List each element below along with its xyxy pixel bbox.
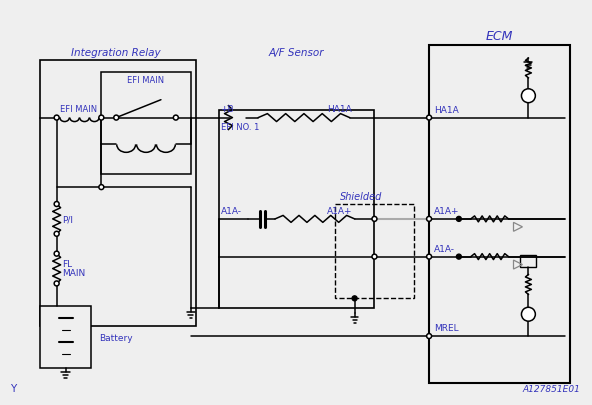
Text: Shielded: Shielded xyxy=(340,192,382,202)
Text: A1A-: A1A- xyxy=(220,207,242,215)
Circle shape xyxy=(372,254,377,260)
Circle shape xyxy=(427,116,432,121)
Circle shape xyxy=(173,116,178,121)
Text: MAIN: MAIN xyxy=(63,268,86,277)
Circle shape xyxy=(54,281,59,286)
Text: A1A+: A1A+ xyxy=(327,207,352,215)
Circle shape xyxy=(352,296,357,301)
Text: A1A+: A1A+ xyxy=(434,207,459,215)
Text: MREL: MREL xyxy=(434,323,459,332)
Text: +B: +B xyxy=(220,104,234,113)
Text: Battery: Battery xyxy=(99,333,133,342)
Text: Integration Relay: Integration Relay xyxy=(72,48,161,58)
Circle shape xyxy=(427,334,432,339)
Bar xyxy=(101,73,191,175)
Text: A127851E01: A127851E01 xyxy=(522,384,580,393)
Circle shape xyxy=(114,116,119,121)
Text: FL: FL xyxy=(63,259,73,268)
Circle shape xyxy=(99,116,104,121)
Text: P/I: P/I xyxy=(63,215,73,224)
Bar xyxy=(218,111,375,309)
Text: EFI MAIN: EFI MAIN xyxy=(60,104,96,113)
Text: EFI NO. 1: EFI NO. 1 xyxy=(220,122,259,131)
Text: A/F Sensor: A/F Sensor xyxy=(268,48,324,58)
Circle shape xyxy=(522,90,535,103)
Circle shape xyxy=(54,202,59,207)
Bar xyxy=(520,255,536,267)
Text: HA1A: HA1A xyxy=(434,105,459,114)
Text: EFI MAIN: EFI MAIN xyxy=(127,76,165,85)
Bar xyxy=(429,46,570,383)
Circle shape xyxy=(456,254,461,260)
Circle shape xyxy=(54,116,59,121)
Bar xyxy=(40,61,196,326)
Bar xyxy=(40,307,91,368)
Circle shape xyxy=(54,252,59,256)
Circle shape xyxy=(522,307,535,322)
Text: A1A-: A1A- xyxy=(434,244,455,253)
Circle shape xyxy=(99,185,104,190)
Circle shape xyxy=(372,217,377,222)
Circle shape xyxy=(54,232,59,237)
Circle shape xyxy=(427,254,432,260)
Text: HA1A: HA1A xyxy=(327,104,352,113)
Text: ECM: ECM xyxy=(486,30,513,43)
Text: Y: Y xyxy=(10,383,16,393)
Circle shape xyxy=(456,217,461,222)
Circle shape xyxy=(427,217,432,222)
Bar xyxy=(334,205,414,298)
